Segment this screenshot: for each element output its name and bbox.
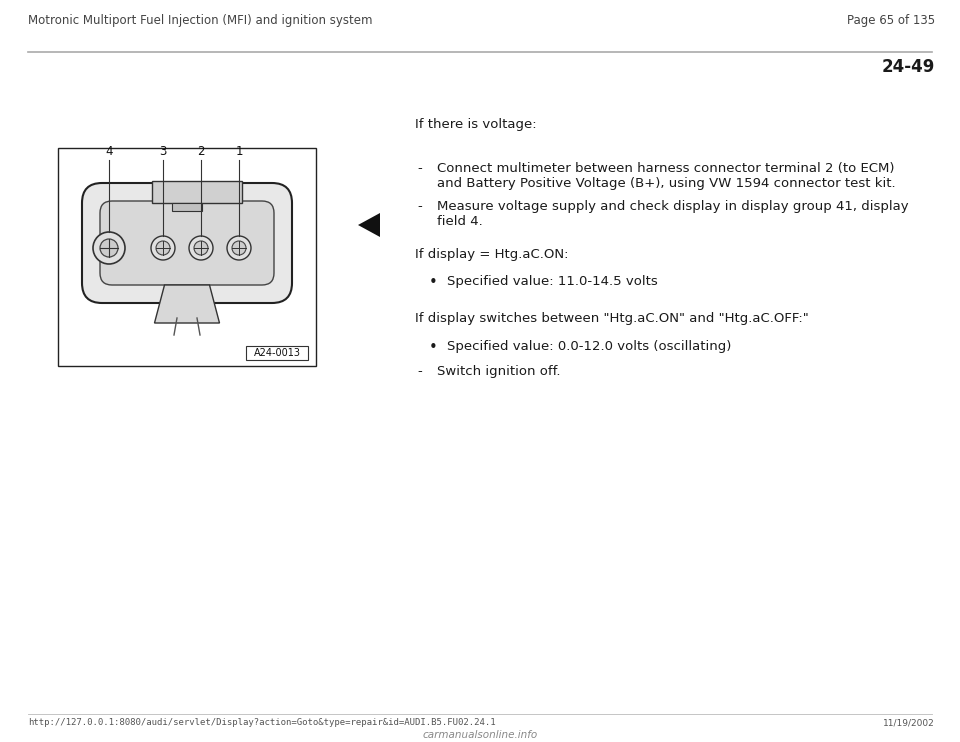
Circle shape — [100, 239, 118, 257]
Text: Measure voltage supply and check display in display group 41, display: Measure voltage supply and check display… — [437, 200, 908, 213]
Text: Specified value: 0.0-12.0 volts (oscillating): Specified value: 0.0-12.0 volts (oscilla… — [447, 340, 732, 353]
Text: 3: 3 — [159, 145, 167, 158]
FancyBboxPatch shape — [82, 183, 292, 303]
Bar — [246, 346, 308, 360]
Circle shape — [194, 241, 208, 255]
Circle shape — [156, 241, 170, 255]
Text: field 4.: field 4. — [437, 215, 483, 228]
Text: http://127.0.0.1:8080/audi/servlet/Display?action=Goto&type=repair&id=AUDI.B5.FU: http://127.0.0.1:8080/audi/servlet/Displ… — [28, 718, 495, 727]
Text: -: - — [417, 200, 421, 213]
Text: -: - — [417, 162, 421, 175]
Circle shape — [93, 232, 125, 264]
Text: 2: 2 — [197, 145, 204, 158]
Text: Switch ignition off.: Switch ignition off. — [437, 365, 561, 378]
Text: If display = Htg.aC.ON:: If display = Htg.aC.ON: — [415, 248, 568, 261]
Text: If display switches between "Htg.aC.ON" and "Htg.aC.OFF:": If display switches between "Htg.aC.ON" … — [415, 312, 808, 325]
Text: Specified value: 11.0-14.5 volts: Specified value: 11.0-14.5 volts — [447, 275, 658, 288]
Text: If there is voltage:: If there is voltage: — [415, 118, 537, 131]
Text: •: • — [429, 275, 438, 290]
Polygon shape — [358, 213, 380, 237]
Text: carmanualsonline.info: carmanualsonline.info — [422, 730, 538, 740]
Text: and Battery Positive Voltage (B+), using VW 1594 connector test kit.: and Battery Positive Voltage (B+), using… — [437, 177, 896, 190]
Text: Motronic Multiport Fuel Injection (MFI) and ignition system: Motronic Multiport Fuel Injection (MFI) … — [28, 14, 372, 27]
Bar — [172, 203, 202, 211]
Circle shape — [232, 241, 246, 255]
Text: 24-49: 24-49 — [881, 58, 935, 76]
Polygon shape — [155, 285, 220, 323]
Text: 4: 4 — [106, 145, 112, 158]
Text: -: - — [417, 365, 421, 378]
Text: Page 65 of 135: Page 65 of 135 — [847, 14, 935, 27]
Text: 11/19/2002: 11/19/2002 — [883, 718, 935, 727]
Text: 1: 1 — [235, 145, 243, 158]
FancyBboxPatch shape — [100, 201, 274, 285]
Circle shape — [189, 236, 213, 260]
Text: A24-0013: A24-0013 — [253, 348, 300, 358]
Text: Connect multimeter between harness connector terminal 2 (to ECM): Connect multimeter between harness conne… — [437, 162, 895, 175]
Bar — [152, 181, 242, 203]
Circle shape — [227, 236, 251, 260]
Bar — [58, 148, 316, 366]
Circle shape — [151, 236, 175, 260]
Text: •: • — [429, 340, 438, 355]
